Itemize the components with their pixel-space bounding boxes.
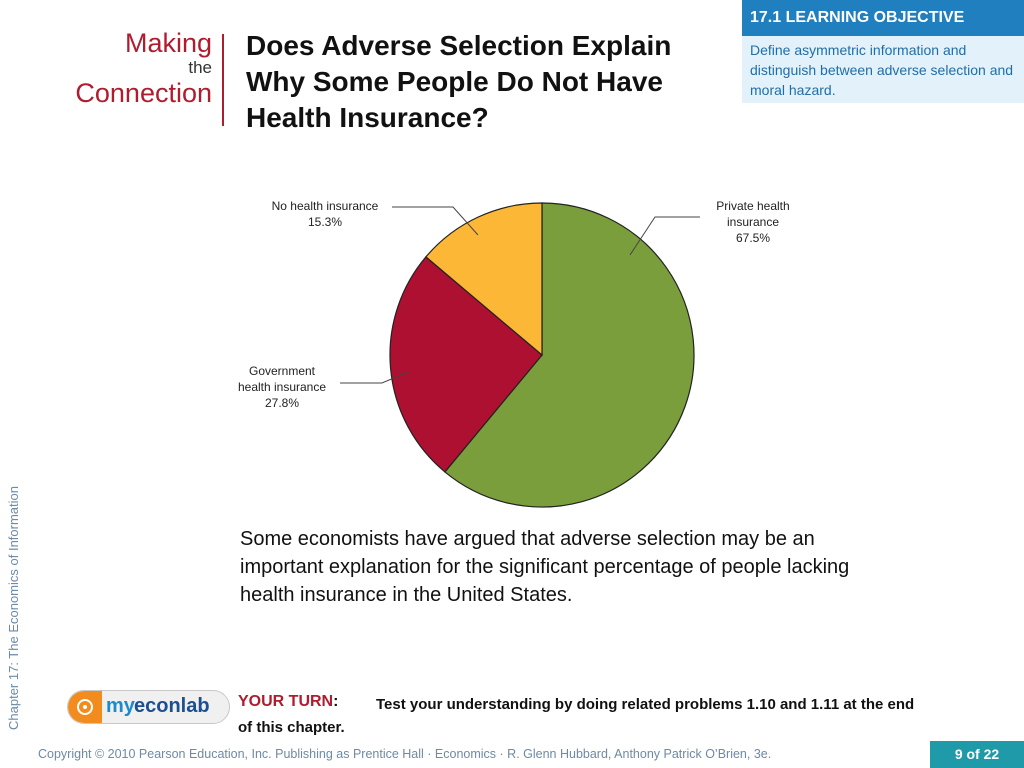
myeconlab-badge-icon [68,691,102,723]
myeconlab-logo[interactable]: my econlab [67,690,230,724]
page-title: Does Adverse Selection Explain Why Some … [246,28,736,136]
your-turn-text: Test your understanding by doing related… [238,696,915,736]
header-divider [222,34,224,126]
learning-objective-text: Define asymmetric information and distin… [750,42,1014,98]
slice-label: insurance [727,215,779,229]
leader-line [392,206,479,236]
slice-label: Government [249,364,316,378]
your-turn-label: YOUR TURN: [238,693,338,711]
connection-label: Connection [75,78,212,108]
leader-line [340,371,409,384]
slice-label: 27.8% [265,396,299,410]
slice-label: 67.5% [736,231,770,245]
pie-slice [444,202,695,508]
your-turn-label-text: YOUR TURN [238,693,334,710]
your-turn-colon: : [333,693,339,710]
title-line: Why Some People Do Not Have [246,66,663,97]
copyright-footer: Copyright © 2010 Pearson Education, Inc.… [38,747,772,761]
leader-line [629,216,700,256]
slice-label: Private health [716,199,789,213]
slice-label: health insurance [238,380,326,394]
title-line: Does Adverse Selection Explain [246,30,672,61]
the-label: the [188,58,212,77]
pie-slice [425,202,543,357]
body-paragraph: Some economists have argued that adverse… [240,528,850,606]
pie-chart: Private health insurance 67.5% Government he… [238,199,790,508]
slice-label: No health insurance [272,199,379,213]
learning-objective-heading: 17.1 LEARNING OBJECTIVE [742,0,1024,36]
page-indicator[interactable]: 9 of 22 [930,741,1024,768]
logo-econlab-text: econlab [134,695,210,717]
pie-slice [389,256,543,473]
making-label: Making [124,28,212,58]
chapter-caption: Chapter 17: The Economics of Information [6,486,21,730]
making-the-connection: Making the Connection [30,30,212,107]
slice-label: 15.3% [308,215,342,229]
title-line: Health Insurance? [246,102,489,133]
logo-my-text: my [106,695,135,717]
